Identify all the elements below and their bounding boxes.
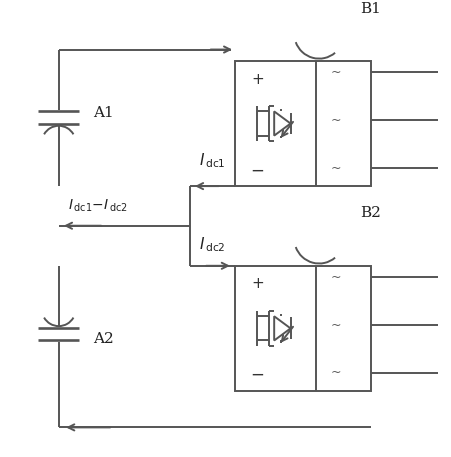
Text: −: − — [250, 366, 264, 384]
Text: ~: ~ — [329, 366, 340, 379]
Text: B2: B2 — [359, 207, 380, 220]
Text: $I_{\,\mathrm{dc1}}$: $I_{\,\mathrm{dc1}}$ — [198, 151, 225, 170]
Text: A2: A2 — [92, 332, 113, 345]
Text: +: + — [251, 72, 263, 87]
Text: ~: ~ — [329, 319, 340, 331]
Text: $I_{\,\mathrm{dc2}}$: $I_{\,\mathrm{dc2}}$ — [198, 236, 225, 255]
Text: ~: ~ — [329, 66, 340, 79]
Text: ~: ~ — [329, 271, 340, 284]
Bar — [235, 61, 370, 186]
Text: A1: A1 — [92, 106, 113, 120]
Text: ~: ~ — [329, 114, 340, 127]
Text: ~: ~ — [329, 161, 340, 175]
Text: −: − — [250, 161, 264, 179]
Text: B1: B1 — [359, 1, 380, 16]
Bar — [235, 266, 370, 391]
Text: +: + — [251, 276, 263, 292]
Text: $I_{\,\mathrm{dc1}}$$-$$I_{\,\mathrm{dc2}}$: $I_{\,\mathrm{dc1}}$$-$$I_{\,\mathrm{dc2… — [68, 198, 127, 214]
